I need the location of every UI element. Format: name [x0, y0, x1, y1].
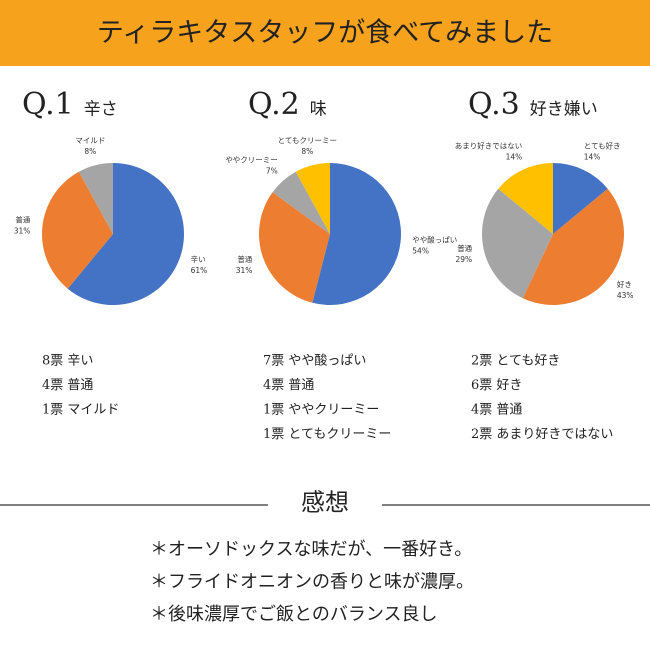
vote-line: 1票 ややクリーミー: [263, 403, 379, 418]
vote-line: 8票 辛い: [42, 354, 93, 369]
slice-label: 普通: [15, 214, 30, 224]
pie-slice: [78, 163, 113, 234]
pie-slice: [482, 188, 553, 299]
slice-value-label: 14%: [506, 153, 523, 162]
slice-label: 辛い: [191, 254, 206, 264]
vote-line: 4票 普通: [471, 403, 522, 418]
chart-title: Q.3: [468, 87, 520, 122]
slice-label: ややクリーミー: [225, 156, 278, 165]
slice-value-label: 31%: [236, 266, 253, 275]
pie-slice: [312, 163, 402, 306]
chart-title: Q.2: [248, 87, 300, 122]
slice-label: やや酸っぱい: [412, 234, 457, 244]
impression: ＊後味濃厚でご飯とのバランス良し: [150, 604, 437, 625]
pie-slice: [522, 188, 624, 305]
vote-line: 1票 マイルド: [42, 403, 119, 418]
slice-label: マイルド: [75, 136, 105, 145]
chart-subtitle: 好き嫌い: [530, 100, 598, 120]
vote-line: 6票 好き: [471, 378, 522, 393]
vote-line: 2票 あまり好きではない: [471, 427, 613, 442]
vote-line: 4票 普通: [263, 378, 314, 393]
slice-value-label: 54%: [412, 246, 429, 255]
chart-title: Q.1: [22, 87, 74, 122]
chart-subtitle: 辛さ: [84, 100, 118, 120]
slice-value-label: 31%: [14, 226, 31, 235]
slice-label: あまり好きではない: [455, 141, 523, 151]
header-title: ティラキタスタッフが食べてみました: [97, 18, 553, 49]
slice-value-label: 61%: [191, 266, 208, 275]
pie-slice: [295, 163, 330, 234]
vote-line: 2票 とても好き: [471, 354, 560, 369]
pie-slice: [67, 163, 184, 305]
pie-slice: [553, 163, 608, 234]
header-band: [0, 0, 650, 66]
chart-subtitle: 味: [310, 100, 327, 120]
impressions-title: 感想: [301, 489, 349, 517]
slice-label: とてもクリーミー: [278, 136, 337, 145]
vote-line: 1票 とてもクリーミー: [263, 427, 391, 442]
slice-value-label: 7%: [266, 167, 278, 176]
impression: ＊オーソドックスな味だが、一番好き。: [150, 539, 472, 560]
impression: ＊フライドオニオンの香りと味が濃厚。: [150, 572, 474, 593]
vote-line: 4票 普通: [42, 378, 93, 393]
slice-label: 普通: [457, 243, 472, 253]
slice-label: 好き: [617, 279, 632, 289]
slice-value-label: 14%: [584, 153, 601, 162]
pie-slice: [41, 171, 113, 289]
pie-slice: [272, 171, 330, 234]
slice-value-label: 8%: [301, 147, 313, 156]
vote-line: 7票 やや酸っぱい: [263, 354, 366, 369]
pie-slice: [259, 192, 330, 303]
slice-label: 普通: [237, 254, 252, 264]
pie-slice: [498, 163, 553, 234]
slice-value-label: 8%: [84, 147, 96, 156]
slice-value-label: 29%: [456, 255, 473, 264]
slice-value-label: 43%: [617, 291, 634, 300]
slice-label: とても好き: [584, 141, 621, 151]
